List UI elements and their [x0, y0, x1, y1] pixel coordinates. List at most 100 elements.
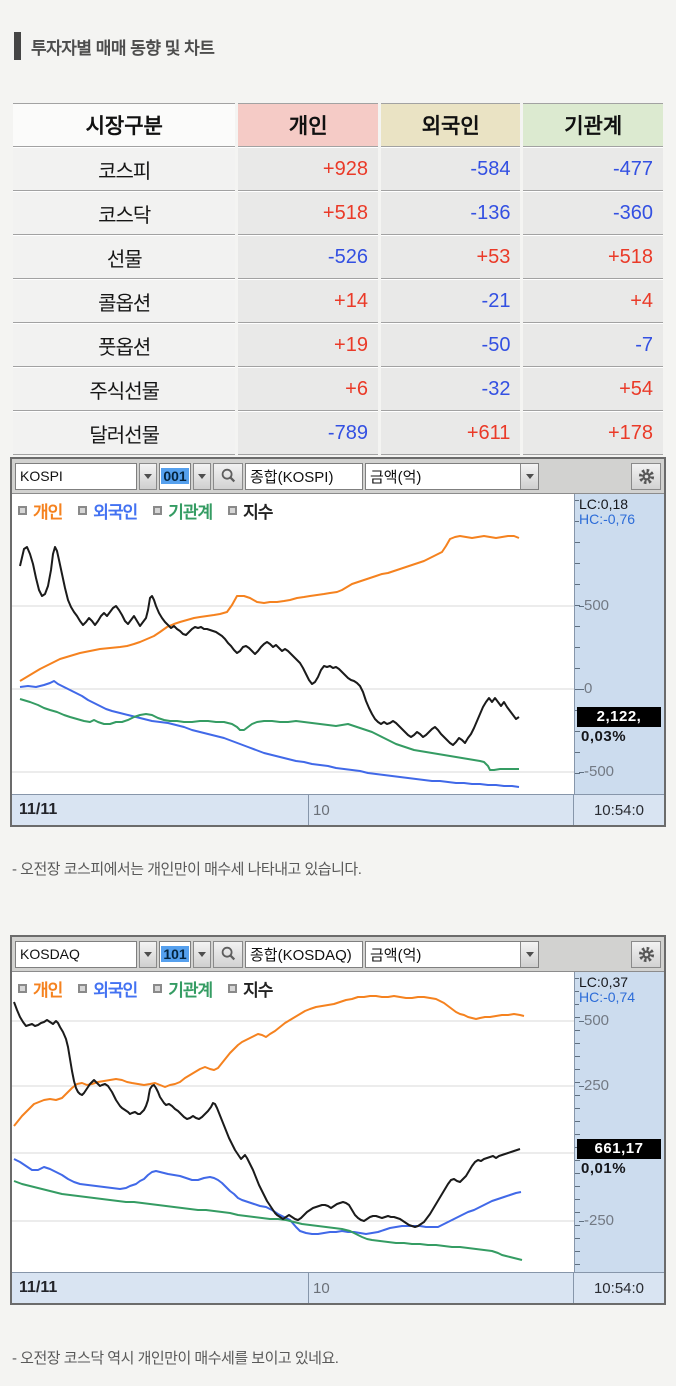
legend-label: 개인 — [33, 503, 63, 522]
kospi-legend: 개인 외국인 기관계 지수 — [18, 498, 273, 523]
instrument-name-field: 종합(KOSDAQ) — [245, 940, 363, 968]
chevron-down-icon — [144, 473, 152, 479]
chevron-down-icon — [525, 473, 534, 479]
value-cell: +4 — [523, 279, 663, 323]
legend-item: 기관계 — [153, 976, 213, 1001]
value-cell: -477 — [523, 147, 663, 191]
market-label-cell: 코스닥 — [13, 191, 236, 235]
investor-trading-table: 시장구분 개인 외국인 기관계 코스피 +928 -584 -477 코스닥 +518 -1… — [10, 103, 666, 455]
search-button[interactable] — [213, 940, 243, 968]
kosdaq-toolbar: KOSDAQ 101 종합(KOSDAQ) 금액(억) — [12, 937, 664, 972]
page-title-bar: 투자자별 매매 동향 및 차트 — [0, 0, 676, 62]
kospi-x-axis-bar: 11/11 10 10:54:0 — [12, 794, 664, 825]
index-price-badge: 661,17 — [577, 1139, 661, 1159]
series-line-기관계 — [13, 1180, 523, 1261]
series-line-외국인 — [13, 1158, 522, 1235]
instrument-name-field: 종합(KOSPI) — [245, 462, 363, 490]
unit-select[interactable]: 금액(억) — [365, 940, 539, 968]
table-header-row: 시장구분 개인 외국인 기관계 — [13, 103, 663, 147]
x-axis-date: 11/11 — [19, 1279, 58, 1296]
legend-label: 개인 — [33, 981, 63, 1000]
market-label-cell: 콜옵션 — [13, 279, 236, 323]
legend-item: 기관계 — [153, 498, 213, 523]
search-icon — [221, 468, 236, 483]
settings-button[interactable] — [631, 462, 661, 490]
value-cell: -21 — [380, 279, 521, 323]
kosdaq-chart-plot[interactable]: 개인 외국인 기관계 지수 — [12, 972, 574, 1272]
series-line-개인 — [19, 535, 520, 682]
trading-table-body: 코스피 +928 -584 -477 코스닥 +518 -136 -360 선물 -526 +53 +… — [13, 147, 663, 455]
legend-label: 지수 — [243, 981, 273, 1000]
col-header-market: 시장구분 — [13, 103, 236, 147]
code-dropdown-button[interactable] — [193, 940, 211, 968]
market-select[interactable]: KOSPI — [15, 462, 137, 490]
legend-marker-icon — [78, 984, 88, 993]
market-select[interactable]: KOSDAQ — [15, 940, 137, 968]
kosdaq-y-axis-panel: LC:0,37 HC:-0,74 661,17 0,01% 500 250 -250 — [574, 972, 664, 1272]
code-input[interactable]: 101 — [159, 940, 191, 968]
unit-select[interactable]: 금액(억) — [365, 462, 539, 490]
unit-dropdown-button[interactable] — [520, 463, 538, 489]
col-header-institution: 기관계 — [523, 103, 663, 147]
table-row: 코스닥 +518 -136 -360 — [13, 191, 663, 235]
y-axis-tick-strip — [575, 978, 580, 1272]
y-axis-tick-strip — [575, 500, 580, 794]
market-label-cell: 달러선물 — [13, 411, 236, 455]
kospi-y-axis-panel: LC:0,18 HC:-0,76 2,122, 0,03% 500 0 -500 — [574, 494, 664, 794]
value-cell: +14 — [238, 279, 378, 323]
value-cell: +928 — [238, 147, 378, 191]
legend-label: 외국인 — [93, 981, 138, 1000]
index-change-percent: 0,03% — [581, 728, 627, 745]
low-change-label: LC:0,37 — [579, 974, 629, 990]
kosdaq-legend: 개인 외국인 기관계 지수 — [18, 976, 273, 1001]
title-accent-bar — [14, 32, 21, 60]
gear-icon — [638, 946, 654, 962]
value-cell: -32 — [380, 367, 521, 411]
search-icon — [221, 946, 236, 961]
unit-dropdown-button[interactable] — [520, 941, 538, 967]
legend-label: 외국인 — [93, 503, 138, 522]
table-row: 풋옵션 +19 -50 -7 — [13, 323, 663, 367]
settings-button[interactable] — [631, 940, 661, 968]
legend-label: 기관계 — [168, 503, 213, 522]
high-change-label: HC:-0,74 — [579, 989, 636, 1005]
legend-item: 개인 — [18, 498, 63, 523]
low-change-label: LC:0,18 — [579, 496, 629, 512]
market-dropdown-button[interactable] — [139, 462, 157, 490]
index-change-percent: 0,01% — [581, 1160, 627, 1177]
market-dropdown-button[interactable] — [139, 940, 157, 968]
high-change-label: HC:-0,76 — [579, 511, 636, 527]
kosdaq-x-axis-bar: 11/11 10 10:54:0 — [12, 1272, 664, 1303]
kospi-comment: - 오전장 코스피에서는 개인만이 매수세 나타내고 있습니다. — [12, 861, 362, 878]
value-cell: -360 — [523, 191, 663, 235]
last-update-time: 10:54:0 — [573, 1273, 664, 1303]
legend-item: 외국인 — [78, 976, 138, 1001]
kospi-toolbar: KOSPI 001 종합(KOSPI) 금액(억) — [12, 459, 664, 494]
x-axis-tick: 10 — [308, 795, 573, 825]
market-label-cell: 선물 — [13, 235, 236, 279]
value-cell: +518 — [238, 191, 378, 235]
y-axis-label: 500 — [578, 597, 610, 614]
col-header-foreign: 외국인 — [380, 103, 521, 147]
value-cell: -526 — [238, 235, 378, 279]
value-cell: +611 — [380, 411, 521, 455]
kospi-chart-plot[interactable]: 개인 외국인 기관계 지수 — [12, 494, 574, 794]
value-cell: -50 — [380, 323, 521, 367]
legend-item: 지수 — [228, 976, 273, 1001]
value-cell: -7 — [523, 323, 663, 367]
page-title: 투자자별 매매 동향 및 차트 — [31, 38, 215, 58]
code-dropdown-button[interactable] — [193, 462, 211, 490]
x-axis-date: 11/11 — [19, 801, 58, 818]
legend-item: 개인 — [18, 976, 63, 1001]
y-axis-label: -250 — [578, 1212, 615, 1229]
chevron-down-icon — [525, 951, 534, 957]
legend-item: 외국인 — [78, 498, 138, 523]
y-axis-label: -500 — [578, 763, 615, 780]
col-header-individual: 개인 — [238, 103, 378, 147]
table-row: 달러선물 -789 +611 +178 — [13, 411, 663, 455]
code-input[interactable]: 001 — [159, 462, 191, 490]
value-cell: +54 — [523, 367, 663, 411]
search-button[interactable] — [213, 462, 243, 490]
table-row: 주식선물 +6 -32 +54 — [13, 367, 663, 411]
